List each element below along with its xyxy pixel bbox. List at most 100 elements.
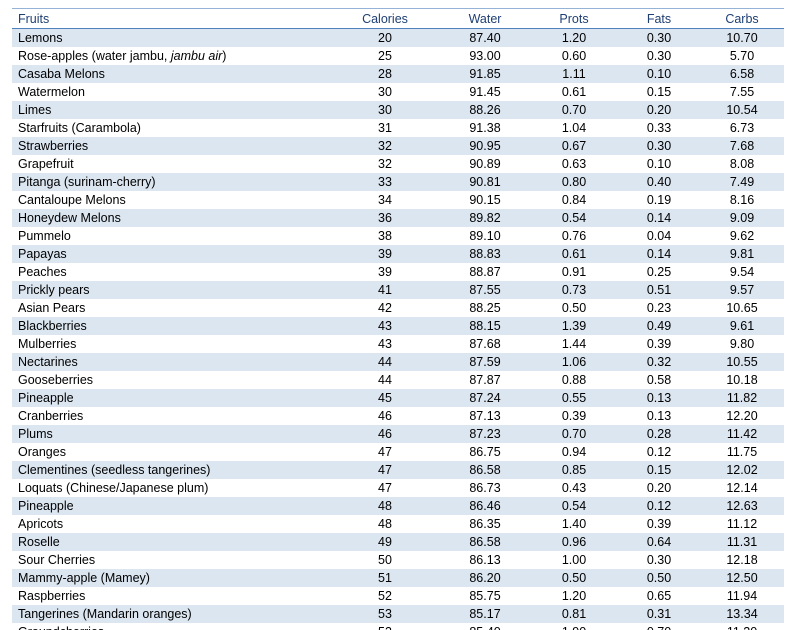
value-cell: 32	[378, 157, 392, 171]
value-cell: 0.54	[530, 497, 618, 515]
fruit-cell: Sour Cherries	[18, 553, 96, 567]
value-cell: 0.23	[646, 301, 672, 315]
value-cell: 0.94	[561, 445, 587, 459]
value-cell: 85.40	[440, 623, 530, 630]
value-cell: 1.39	[530, 317, 618, 335]
value-cell: 10.65	[726, 301, 758, 315]
value-cell: 0.63	[561, 157, 587, 171]
value-cell: 88.26	[440, 101, 530, 119]
value-cell: 33	[330, 173, 440, 191]
value-cell: 48	[378, 517, 392, 531]
table-row: Asian Pears 42 88.25 0.50 0.23 10.65	[12, 299, 784, 317]
table-row: Sour Cherries 50 86.13 1.00 0.30 12.18	[12, 551, 784, 569]
table-row: Nectarines 44 87.59 1.06 0.32 10.55	[12, 353, 784, 371]
value-cell: 88.83	[440, 245, 530, 263]
value-cell: 11.12	[726, 517, 758, 531]
value-cell: 41	[330, 281, 440, 299]
table-row: Cantaloupe Melons 34 90.15 0.84 0.19 8.16	[12, 191, 784, 209]
fruit-cell: Nectarines	[12, 353, 330, 371]
value-cell: 12.14	[726, 481, 758, 495]
fruit-cell: Raspberries	[18, 589, 86, 603]
value-cell: 86.35	[469, 517, 501, 531]
table-row: Honeydew Melons 36 89.82 0.54 0.14 9.09	[12, 209, 784, 227]
value-cell: 93.00	[469, 49, 501, 63]
value-cell: 0.20	[646, 481, 672, 495]
value-cell: 0.39	[561, 409, 587, 423]
value-cell: 44	[330, 353, 440, 371]
value-cell: 0.49	[618, 317, 700, 335]
fruit-cell: Watermelon	[18, 85, 85, 99]
value-cell: 11.31	[700, 533, 784, 551]
value-cell: 91.38	[469, 121, 501, 135]
table-row: Mammy-apple (Mamey) 51 86.20 0.50 0.50 12.50	[12, 569, 784, 587]
text-segment: )	[222, 49, 227, 63]
table-row: Groundcherries5385.401.900.7011.20	[12, 623, 784, 630]
value-cell: 0.25	[646, 265, 672, 279]
value-cell: 36	[330, 209, 440, 227]
value-cell: 0.40	[618, 173, 700, 191]
value-cell: 5.70	[729, 49, 755, 63]
table-row: Cranberries 46 87.13 0.39 0.13 12.20	[12, 407, 784, 425]
value-cell: 0.13	[646, 409, 672, 423]
value-cell: 25	[378, 49, 392, 63]
value-cell: 0.15	[646, 85, 672, 99]
value-cell: 0.33	[646, 121, 672, 135]
value-cell: 0.30	[646, 49, 672, 63]
value-cell: 0.85	[530, 461, 618, 479]
table-row: Prickly pears 41 87.55 0.73 0.51 9.57	[12, 281, 784, 299]
table-row: Blackberries 43 88.15 1.39 0.49 9.61	[12, 317, 784, 335]
value-cell: 87.55	[440, 281, 530, 299]
value-cell: 0.58	[646, 373, 672, 387]
value-cell: 7.49	[700, 173, 784, 191]
value-cell: 50	[378, 553, 392, 567]
table-row: Pitanga (surinam-cherry) 33 90.81 0.80 0.40 7…	[12, 173, 784, 191]
fruit-cell: Cranberries	[18, 409, 84, 423]
table-row: Gooseberries 44 87.87 0.88 0.58 10.18	[12, 371, 784, 389]
value-cell: 0.61	[561, 85, 587, 99]
value-cell: 6.58	[700, 65, 784, 83]
value-cell: 91.45	[469, 85, 501, 99]
value-cell: 0.73	[530, 281, 618, 299]
value-cell: 12.50	[700, 569, 784, 587]
value-cell: 9.80	[729, 337, 755, 351]
value-cell: 11.82	[700, 389, 784, 407]
table-row: Plums 46 87.23 0.70 0.28 11.42	[12, 425, 784, 443]
value-cell: 87.24	[440, 389, 530, 407]
value-cell: 43	[330, 317, 440, 335]
value-cell: 0.80	[530, 173, 618, 191]
table-row: Strawberries 32 90.95 0.67 0.30 7.68	[12, 137, 784, 155]
text-segment: Rose-apples (water jambu,	[18, 49, 171, 63]
value-cell: 32	[330, 137, 440, 155]
table-row: Clementines (seedless tangerines) 47 86.58…	[12, 461, 784, 479]
table-row: Apricots 48 86.35 1.40 0.39 11.12	[12, 515, 784, 533]
value-cell: 39	[330, 245, 440, 263]
table-body: Lemons 20 87.40 1.20 0.30 10.70 Rose-apples (w…	[12, 28, 784, 630]
table-row: Loquats (Chinese/Japanese plum) 47 86.73 0.…	[12, 479, 784, 497]
value-cell: 87.68	[469, 337, 501, 351]
value-cell: 30	[330, 101, 440, 119]
value-cell: 91.85	[440, 65, 530, 83]
value-cell: 0.04	[646, 229, 672, 243]
value-cell: 0.81	[530, 605, 618, 623]
fruit-cell: Mulberries	[18, 337, 77, 351]
value-cell: 51	[330, 569, 440, 587]
value-cell: 89.82	[440, 209, 530, 227]
value-cell: 47	[378, 445, 392, 459]
table-row: Roselle 49 86.58 0.96 0.64 11.31	[12, 533, 784, 551]
value-cell: 86.58	[440, 533, 530, 551]
value-cell: 85.75	[469, 589, 501, 603]
value-cell: 1.04	[561, 121, 587, 135]
fruit-cell: Blackberries	[12, 317, 330, 335]
fruit-cell: Pineapple	[12, 389, 330, 407]
table-row: Oranges 47 86.75 0.94 0.12 11.75	[12, 443, 784, 461]
value-cell: 10.54	[700, 101, 784, 119]
fruit-cell: Casaba Melons	[12, 65, 330, 83]
table-row: Pineapple 45 87.24 0.55 0.13 11.82	[12, 389, 784, 407]
table-row: Watermelon 30 91.45 0.61 0.15 7.55	[12, 83, 784, 101]
value-cell: 86.13	[469, 553, 501, 567]
table-row: Pummelo 38 89.10 0.76 0.04 9.62	[12, 227, 784, 245]
fruit-cell: Asian Pears	[18, 301, 86, 315]
value-cell: 0.55	[530, 389, 618, 407]
table-row: Tangerines (Mandarin oranges) 53 85.17 0.81…	[12, 605, 784, 623]
